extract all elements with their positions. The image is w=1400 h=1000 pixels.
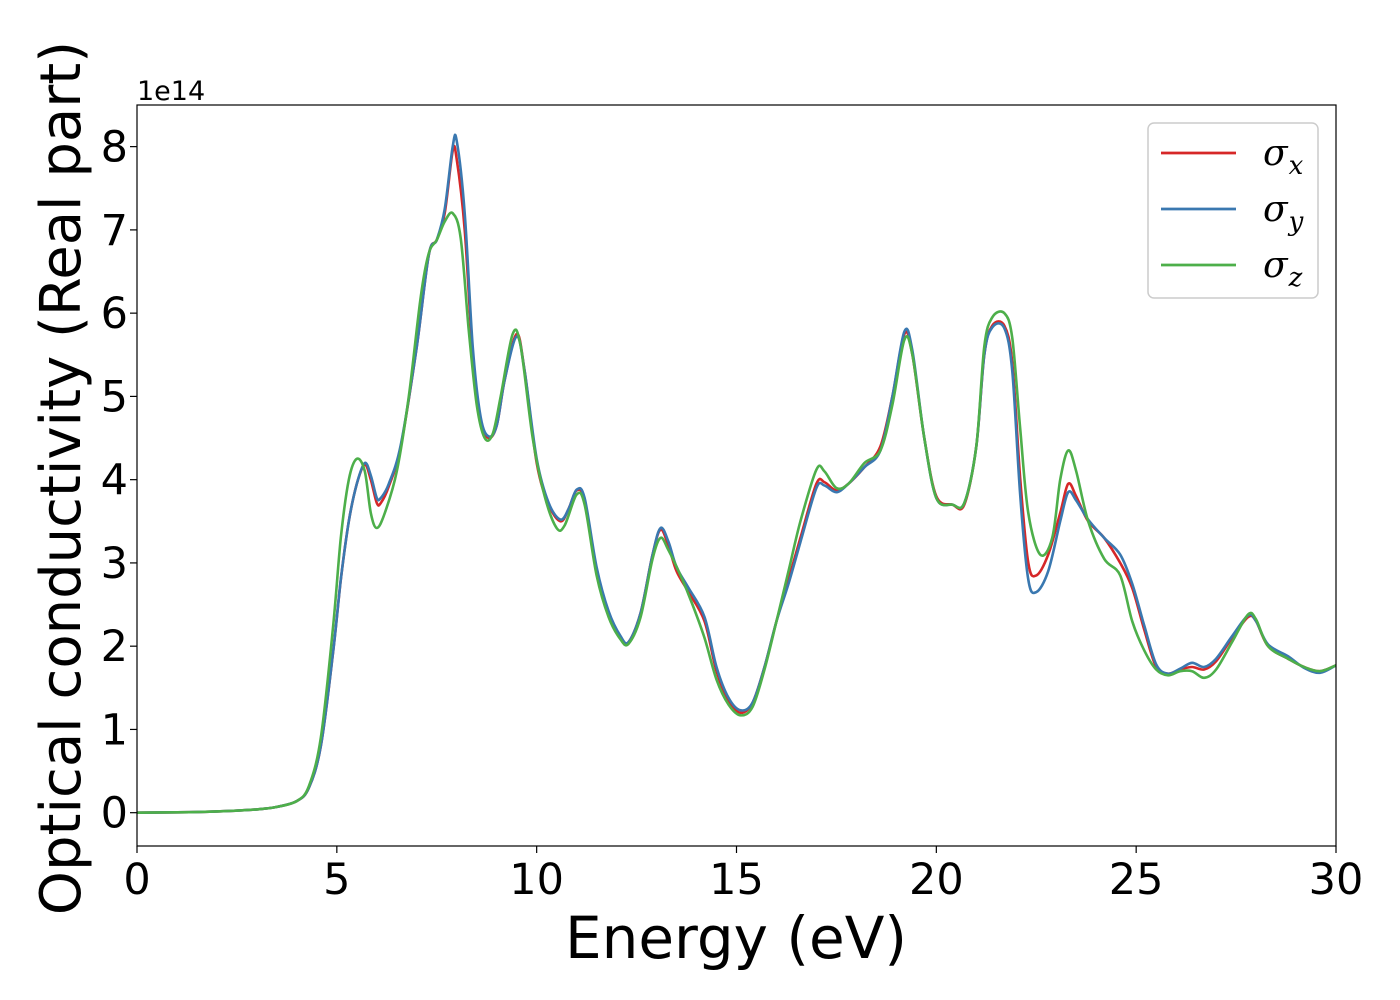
y-tick-label: 1 [101,705,128,755]
legend-label-y: σy [1263,189,1304,237]
x-tick-label: 5 [323,855,350,905]
x-tick-label: 15 [709,855,764,905]
axis-ticks: 0 5 10 15 20 25 30 0 1 2 3 4 5 6 7 8 [101,123,1364,905]
x-tick-label: 0 [123,855,150,905]
y-tick-label: 7 [101,206,128,256]
x-tick-label: 20 [909,855,964,905]
y-tick-label: 6 [101,289,128,339]
y-tick-label: 5 [101,372,128,422]
y-tick-label: 3 [101,539,128,589]
y-tick-label: 0 [101,789,128,839]
y-tick-label: 4 [101,456,128,506]
y-tick-label: 2 [101,622,128,672]
series-line-z [136,211,1337,814]
x-tick-label: 30 [1309,855,1364,905]
y-scale-label: 1e14 [137,76,205,107]
y-tick-label: 8 [101,123,128,173]
x-tick-label: 25 [1109,855,1164,905]
y-axis-label: Optical conductivity (Real part) [29,41,94,915]
x-tick-label: 10 [509,855,564,905]
legend-box [1147,122,1319,299]
x-axis-label: Energy (eV) [565,904,907,972]
series-lines [136,133,1337,814]
